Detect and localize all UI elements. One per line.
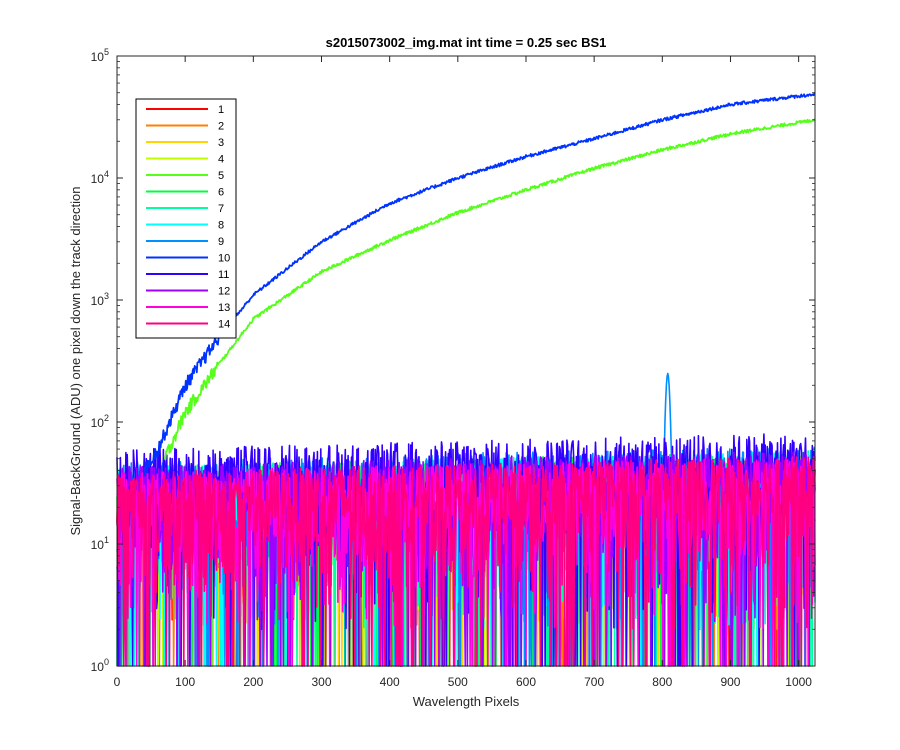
x-tick-label: 300 xyxy=(311,675,331,689)
series-line-5 xyxy=(163,118,816,461)
x-tick-label: 100 xyxy=(175,675,195,689)
legend-label-4: 4 xyxy=(218,154,224,166)
x-tick-label: 700 xyxy=(584,675,604,689)
x-tick-label: 1000 xyxy=(785,675,812,689)
legend-label-13: 13 xyxy=(218,302,230,314)
chart-title: s2015073002_img.mat int time = 0.25 sec … xyxy=(326,35,607,50)
legend-label-3: 3 xyxy=(218,137,224,149)
x-tick-label: 600 xyxy=(516,675,536,689)
y-tick-label: 101 xyxy=(91,535,109,552)
legend-box xyxy=(135,98,237,339)
y-tick-label: 104 xyxy=(91,169,109,186)
y-tick-label: 100 xyxy=(91,657,109,674)
legend-label-11: 11 xyxy=(218,269,229,281)
y-tick-label: 105 xyxy=(91,47,109,64)
legend-label-5: 5 xyxy=(218,170,224,182)
legend-label-9: 9 xyxy=(218,236,224,248)
legend-label-14: 14 xyxy=(218,319,230,331)
x-axis-label: Wavelength Pixels xyxy=(413,694,520,709)
x-tick-label: 200 xyxy=(243,675,263,689)
legend-label-12: 12 xyxy=(218,286,230,298)
y-tick-label: 102 xyxy=(91,413,109,430)
legend-label-6: 6 xyxy=(218,187,224,199)
y-axis-label: Signal-BackGround (ADU) one pixel down t… xyxy=(68,186,83,535)
x-tick-label: 500 xyxy=(448,675,468,689)
plot-frame xyxy=(116,55,816,667)
series-line-10 xyxy=(143,92,816,477)
x-tick-label: 400 xyxy=(380,675,400,689)
x-tick-label: 800 xyxy=(652,675,672,689)
x-tick-label: 900 xyxy=(720,675,740,689)
series-layer xyxy=(116,92,816,667)
legend-label-8: 8 xyxy=(218,220,224,232)
legend-label-10: 10 xyxy=(218,253,230,265)
y-tick-label: 103 xyxy=(91,291,109,308)
legend-label-7: 7 xyxy=(218,203,224,215)
legend-label-1: 1 xyxy=(218,104,224,116)
x-axis-ticks: 0 100 200 300 400 500 600 700 800 900 1000 xyxy=(114,56,812,689)
x-tick-label: 0 xyxy=(114,675,121,689)
legend-label-2: 2 xyxy=(218,121,224,133)
